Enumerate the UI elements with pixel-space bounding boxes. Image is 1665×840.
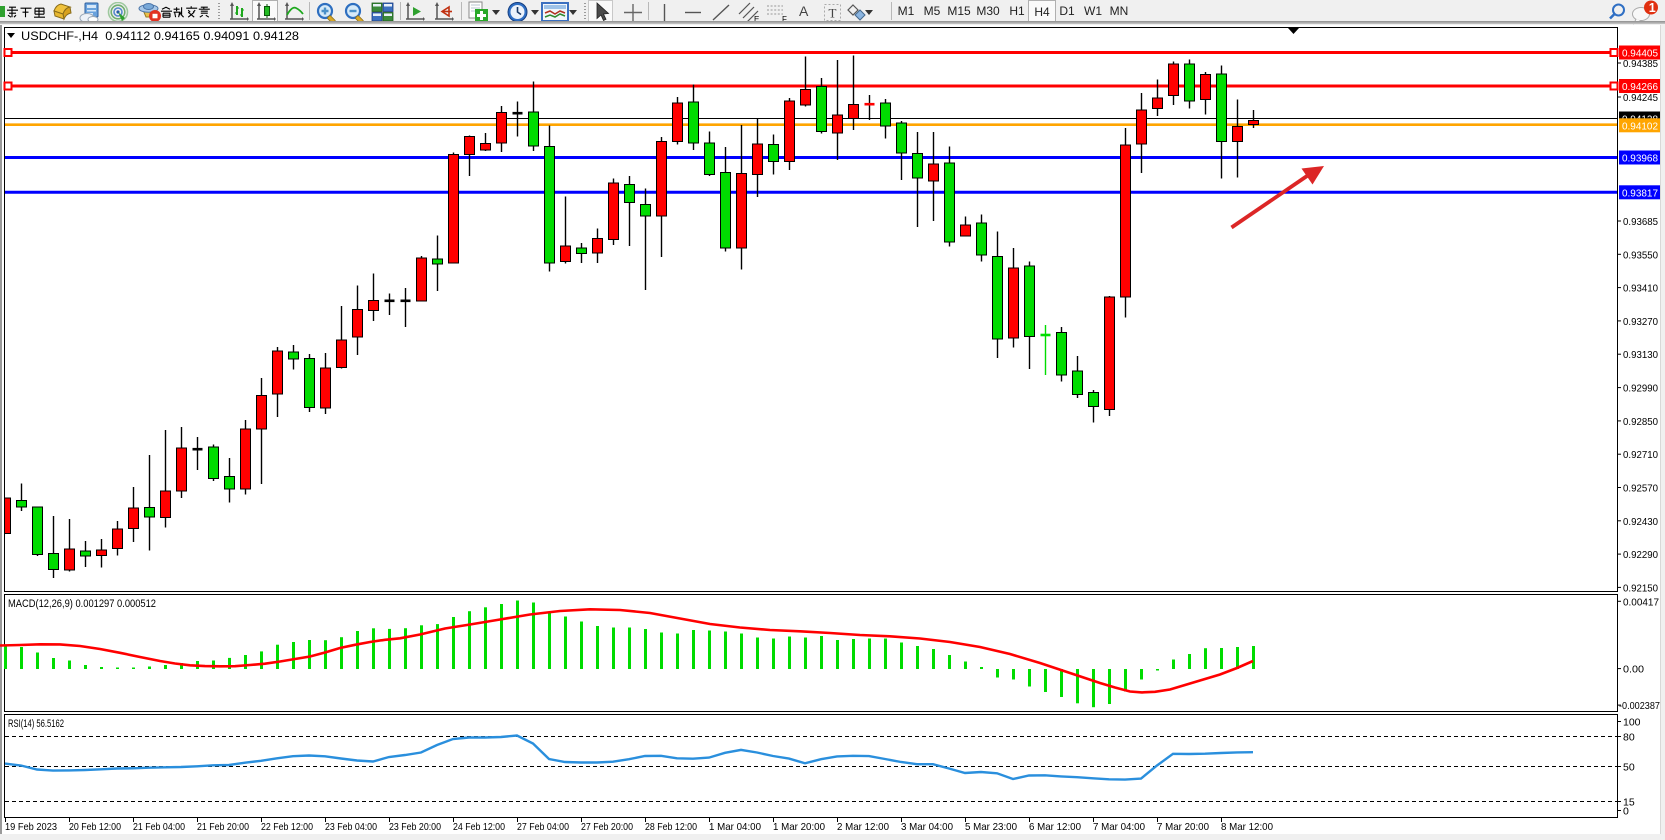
- svg-text:21 Feb 20:00: 21 Feb 20:00: [197, 821, 249, 833]
- svg-text:3 Mar 04:00: 3 Mar 04:00: [901, 821, 953, 833]
- svg-text:15: 15: [1623, 797, 1635, 809]
- svg-text:0.92150: 0.92150: [1623, 582, 1658, 594]
- svg-text:22 Feb 12:00: 22 Feb 12:00: [261, 821, 313, 833]
- svg-text:1: 1: [1649, 1, 1656, 15]
- svg-text:0.93685: 0.93685: [1623, 216, 1658, 228]
- svg-text:USDCHF-,H4 0.94112 0.94165 0.: USDCHF-,H4 0.94112 0.94165 0.94091 0.941…: [21, 29, 299, 43]
- svg-text:F: F: [782, 15, 787, 23]
- svg-text:5 Mar 23:00: 5 Mar 23:00: [965, 821, 1017, 833]
- svg-text:E: E: [754, 15, 759, 23]
- svg-text:T: T: [829, 6, 837, 21]
- svg-text:20 Feb 12:00: 20 Feb 12:00: [69, 821, 121, 833]
- svg-text:MACD(12,26,9) 0.001297 0.00051: MACD(12,26,9) 0.001297 0.000512: [8, 598, 156, 610]
- svg-text:0.94102: 0.94102: [1622, 121, 1658, 133]
- svg-text:0.92710: 0.92710: [1623, 449, 1658, 461]
- svg-text:0.92430: 0.92430: [1623, 516, 1658, 528]
- svg-text:0.92290: 0.92290: [1623, 549, 1658, 561]
- svg-text:23 Feb 20:00: 23 Feb 20:00: [389, 821, 441, 833]
- svg-text:7 Mar 20:00: 7 Mar 20:00: [1157, 821, 1209, 833]
- svg-text:-0.002387: -0.002387: [1619, 700, 1660, 712]
- svg-text:1 Mar 04:00: 1 Mar 04:00: [709, 821, 761, 833]
- svg-text:28 Feb 12:00: 28 Feb 12:00: [645, 821, 697, 833]
- svg-text:7 Mar 04:00: 7 Mar 04:00: [1093, 821, 1145, 833]
- svg-text:0.94405: 0.94405: [1622, 48, 1658, 60]
- svg-text:0.93410: 0.93410: [1623, 283, 1658, 295]
- svg-text:1 Mar 20:00: 1 Mar 20:00: [773, 821, 825, 833]
- svg-text:8 Mar 12:00: 8 Mar 12:00: [1221, 821, 1273, 833]
- svg-text:0.93968: 0.93968: [1622, 153, 1658, 165]
- svg-text:0.94245: 0.94245: [1623, 92, 1658, 104]
- svg-text:0.92990: 0.92990: [1623, 383, 1658, 395]
- svg-text:0.00: 0.00: [1623, 664, 1644, 676]
- svg-text:80: 80: [1623, 732, 1635, 744]
- svg-text:50: 50: [1623, 762, 1635, 774]
- svg-text:6 Mar 12:00: 6 Mar 12:00: [1029, 821, 1081, 833]
- svg-text:0.93817: 0.93817: [1622, 188, 1658, 200]
- svg-text:19 Feb 2023: 19 Feb 2023: [5, 821, 57, 833]
- svg-text:21 Feb 04:00: 21 Feb 04:00: [133, 821, 185, 833]
- svg-text:0: 0: [1623, 806, 1629, 818]
- svg-text:23 Feb 04:00: 23 Feb 04:00: [325, 821, 377, 833]
- svg-text:0.00417: 0.00417: [1623, 596, 1659, 608]
- svg-text:100: 100: [1623, 717, 1641, 729]
- svg-text:0.92850: 0.92850: [1623, 416, 1658, 428]
- svg-text:0.93130: 0.93130: [1623, 349, 1658, 361]
- svg-text:0.94385: 0.94385: [1623, 58, 1658, 70]
- svg-text:0.93270: 0.93270: [1623, 316, 1658, 328]
- svg-text:24 Feb 12:00: 24 Feb 12:00: [453, 821, 505, 833]
- svg-text:0.92570: 0.92570: [1623, 483, 1658, 495]
- svg-text:0.93550: 0.93550: [1623, 249, 1658, 261]
- svg-text:2 Mar 12:00: 2 Mar 12:00: [837, 821, 889, 833]
- svg-text:0.94266: 0.94266: [1622, 81, 1658, 93]
- svg-text:27 Feb 20:00: 27 Feb 20:00: [581, 821, 633, 833]
- svg-text:RSI(14) 56.5162: RSI(14) 56.5162: [8, 718, 64, 730]
- svg-text:27 Feb 04:00: 27 Feb 04:00: [517, 821, 569, 833]
